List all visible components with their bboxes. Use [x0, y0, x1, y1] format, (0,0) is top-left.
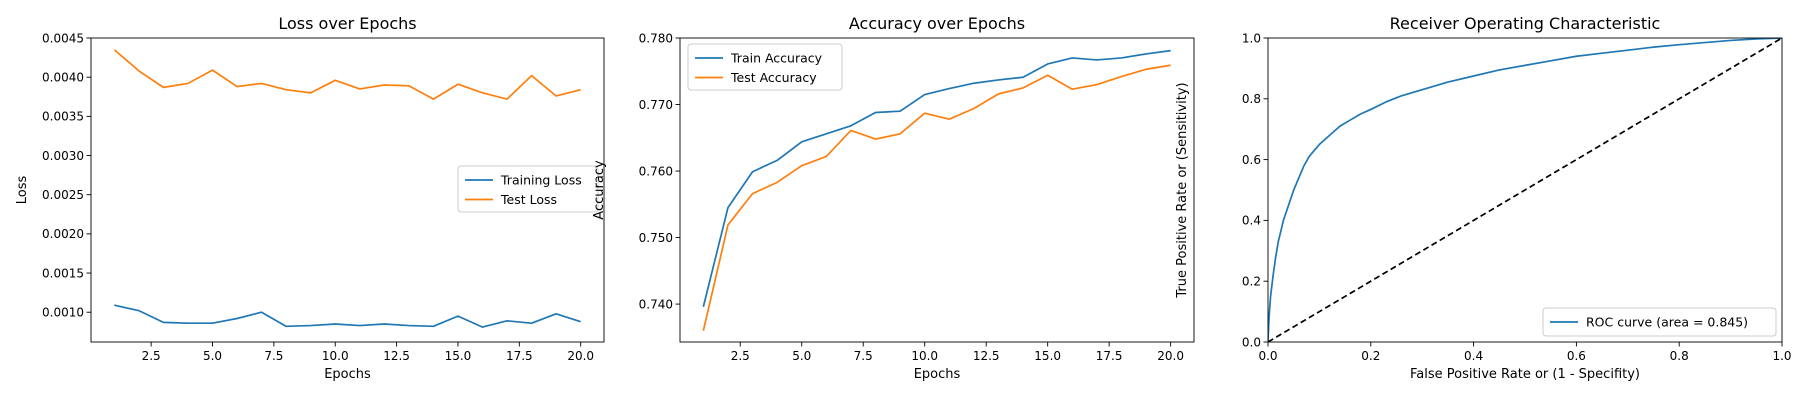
- y-axis-label: True Positive Rate or (Sensitivity): [1175, 82, 1190, 298]
- x-tick-label: 2.5: [142, 349, 161, 363]
- series-line-test-loss: [113, 49, 581, 100]
- x-tick-label: 0.0: [1258, 349, 1277, 363]
- x-tick-label: 2.5: [731, 349, 750, 363]
- x-tick-label: 5.0: [792, 349, 811, 363]
- series-line-training-loss: [114, 304, 581, 328]
- x-tick-label: 15.0: [445, 349, 472, 363]
- x-tick-label: 17.5: [506, 349, 533, 363]
- y-tick-label: 1.0: [1242, 31, 1261, 45]
- x-tick-label: 20.0: [567, 349, 594, 363]
- legend: Train Accuracy Test Accuracy: [687, 43, 843, 91]
- y-tick-label: 0.780: [639, 31, 673, 45]
- y-tick-label: 0.2: [1242, 275, 1261, 289]
- legend-label: Training Loss: [500, 173, 582, 188]
- x-tick-label: 7.5: [854, 349, 873, 363]
- legend-box: [687, 43, 843, 91]
- y-tick-label: 0.760: [639, 164, 673, 178]
- x-tick-label: 5.0: [203, 349, 222, 363]
- x-tick-label: 15.0: [1034, 349, 1061, 363]
- chart-title: Receiver Operating Characteristic: [1390, 14, 1661, 33]
- legend: ROC curve (area = 0.845): [1542, 307, 1777, 337]
- y-tick-label: 0.0020: [42, 227, 84, 241]
- legend-label: ROC curve (area = 0.845): [1586, 315, 1748, 330]
- x-tick-label: 10.0: [911, 349, 938, 363]
- series-line-test-accuracy: [702, 64, 1171, 331]
- series-line-roc-curve-area-0-845: [1268, 38, 1782, 342]
- chart-1: Loss over Epochs 2.5 5.0 7.5 10.0 12.5 15.0 17.…: [15, 14, 605, 382]
- legend-label: Test Loss: [500, 192, 557, 207]
- x-tick-label: 10.0: [322, 349, 349, 363]
- x-tick-label: 12.5: [973, 349, 1000, 363]
- series-line-train-accuracy: [702, 49, 1171, 307]
- y-tick-label: 0.0010: [42, 306, 84, 320]
- chart-2: Accuracy over Epochs 2.5 5.0 7.5 10.0 12.5 15.…: [592, 14, 1195, 382]
- legend-label: Test Accuracy: [730, 70, 817, 85]
- legend-label: Train Accuracy: [730, 51, 823, 66]
- y-axis-label: Accuracy: [592, 160, 607, 220]
- y-tick-label: 0.0045: [42, 31, 84, 45]
- y-tick-label: 0.0030: [42, 149, 84, 163]
- x-tick-label: 7.5: [264, 349, 283, 363]
- y-axis-label: Loss: [15, 176, 30, 205]
- y-tick-label: 0.0035: [42, 110, 84, 124]
- y-tick-label: 0.6: [1242, 153, 1261, 167]
- chart-title: Accuracy over Epochs: [849, 14, 1025, 33]
- legend-box: [1542, 307, 1777, 337]
- axes-frame: [679, 37, 1195, 343]
- y-tick-label: 0.4: [1242, 214, 1261, 228]
- x-axis-label: Epochs: [324, 367, 371, 382]
- legend-box: [457, 165, 599, 213]
- x-axis-label: False Positive Rate or (1 - Specifity): [1410, 367, 1640, 382]
- y-tick-label: 0.750: [639, 231, 673, 245]
- x-tick-label: 0.8: [1670, 349, 1689, 363]
- y-tick-label: 0.740: [639, 297, 673, 311]
- axes-frame: [90, 37, 605, 343]
- y-tick-label: 0.0040: [42, 70, 84, 84]
- x-tick-label: 20.0: [1157, 349, 1184, 363]
- legend: Training Loss Test Loss: [457, 165, 599, 213]
- x-tick-label: 0.2: [1361, 349, 1380, 363]
- x-axis-label: Epochs: [914, 367, 961, 382]
- x-tick-label: 17.5: [1096, 349, 1123, 363]
- diagonal-reference-line: [1268, 38, 1782, 342]
- x-tick-label: 1.0: [1772, 349, 1791, 363]
- y-tick-label: 0.0015: [42, 266, 84, 280]
- y-tick-label: 0.8: [1242, 92, 1261, 106]
- y-tick-label: 0.770: [639, 98, 673, 112]
- chart-3: Receiver Operating Characteristic 0.0 0.2 0…: [1175, 14, 1792, 382]
- chart-title: Loss over Epochs: [278, 14, 416, 33]
- y-tick-label: 0.0: [1242, 335, 1261, 349]
- x-tick-label: 0.4: [1464, 349, 1483, 363]
- y-tick-label: 0.0025: [42, 188, 84, 202]
- axes-frame: [1267, 37, 1783, 343]
- x-tick-label: 12.5: [383, 349, 410, 363]
- x-tick-label: 0.6: [1567, 349, 1586, 363]
